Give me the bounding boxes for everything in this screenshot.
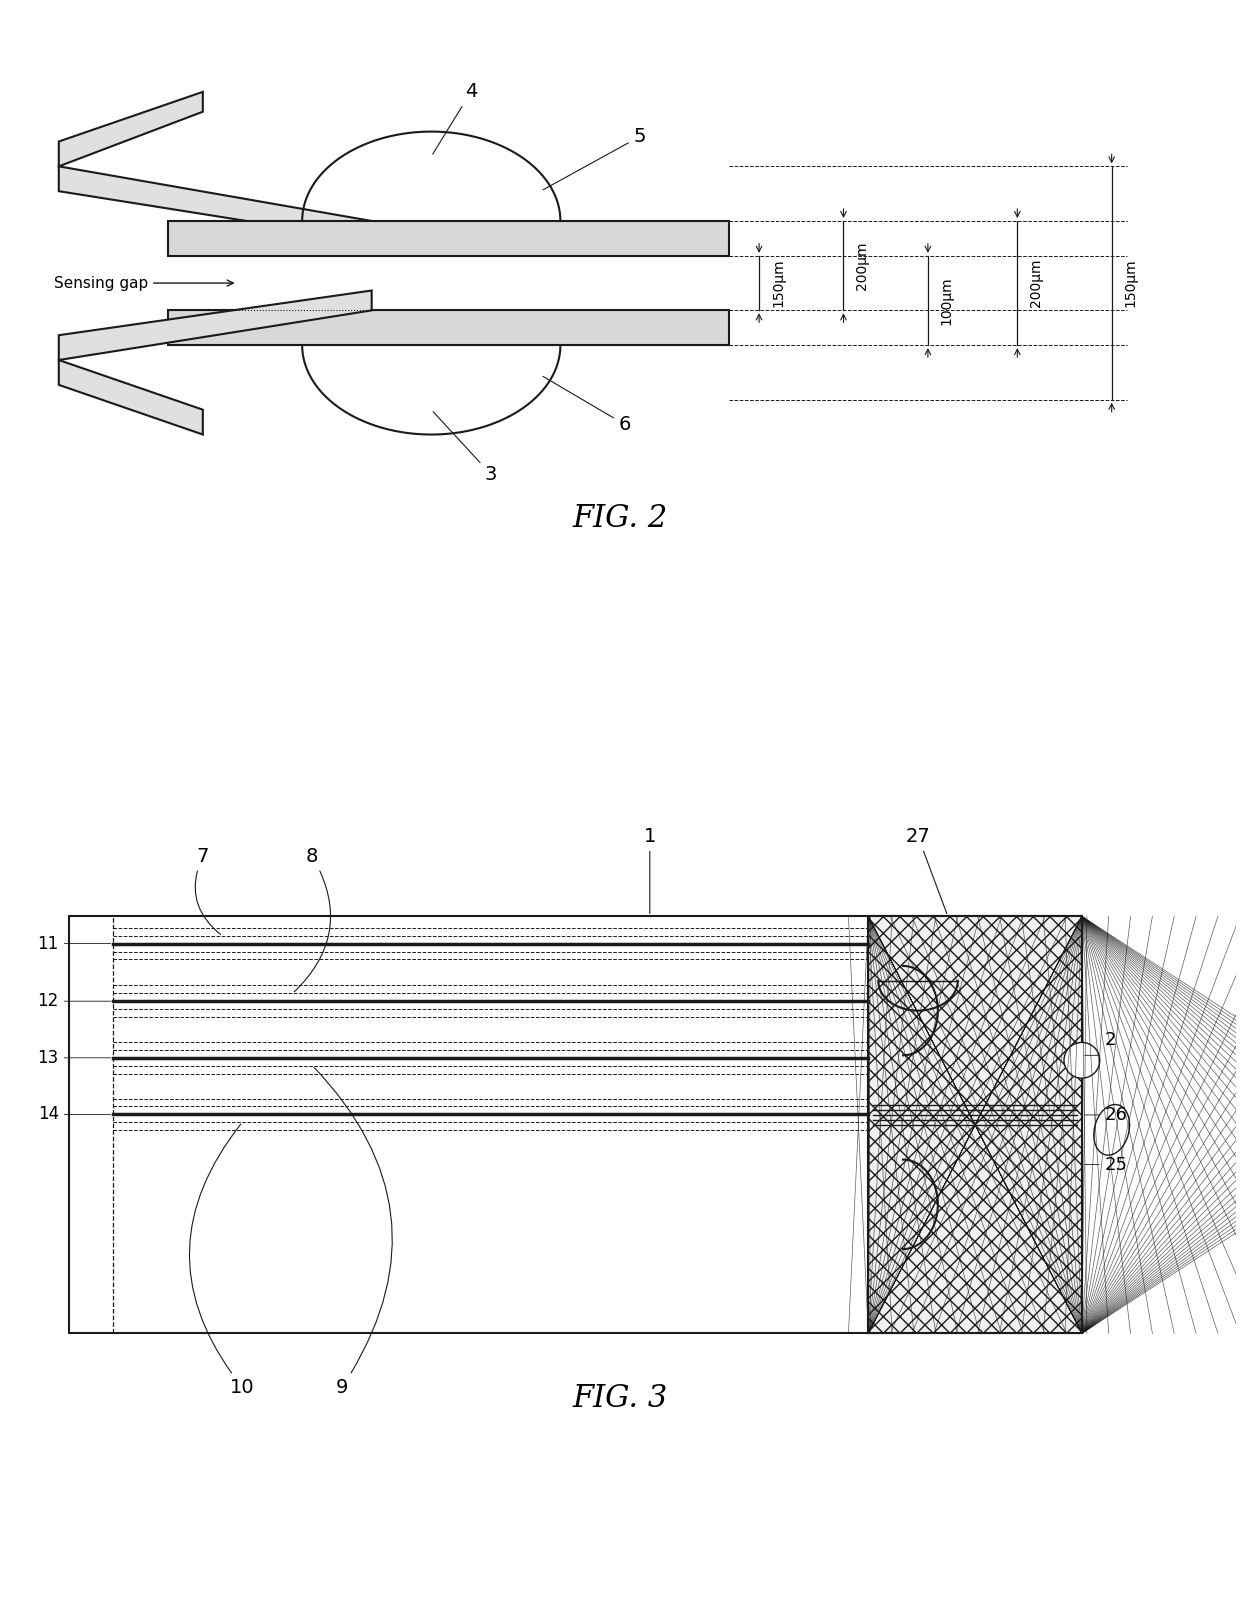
Text: 100μm: 100μm (940, 277, 954, 325)
Text: 26: 26 (1105, 1106, 1127, 1124)
Text: 6: 6 (543, 377, 631, 433)
Bar (169, 222, 729, 255)
Text: 200μm: 200μm (1029, 259, 1043, 307)
Text: 27: 27 (905, 826, 947, 914)
Text: 150μm: 150μm (1123, 259, 1137, 307)
Text: 12: 12 (37, 993, 110, 1011)
Text: 3: 3 (433, 412, 497, 483)
Polygon shape (58, 291, 372, 361)
Text: 200μm: 200μm (856, 241, 869, 289)
Bar (68, 917, 1081, 1334)
Text: Sensing gap: Sensing gap (53, 275, 233, 291)
Polygon shape (58, 361, 203, 435)
Text: 7: 7 (195, 847, 221, 935)
Text: 13: 13 (37, 1049, 110, 1067)
Text: 5: 5 (543, 128, 646, 189)
Text: 9: 9 (314, 1067, 392, 1397)
Text: 10: 10 (190, 1124, 255, 1397)
Text: 8: 8 (294, 847, 331, 991)
Text: FIG. 3: FIG. 3 (573, 1383, 667, 1413)
Text: 4: 4 (433, 82, 477, 154)
Bar (868, 917, 1081, 1334)
Polygon shape (58, 92, 203, 167)
Text: 11: 11 (37, 935, 110, 952)
Circle shape (1064, 1043, 1100, 1079)
Text: FIG. 2: FIG. 2 (573, 503, 667, 535)
Text: 1: 1 (644, 826, 656, 914)
Text: 150μm: 150μm (771, 259, 785, 307)
Text: 25: 25 (1105, 1156, 1127, 1174)
Polygon shape (58, 167, 372, 241)
Bar (169, 310, 729, 344)
Text: 14: 14 (37, 1106, 110, 1124)
Text: 2: 2 (1105, 1032, 1116, 1049)
